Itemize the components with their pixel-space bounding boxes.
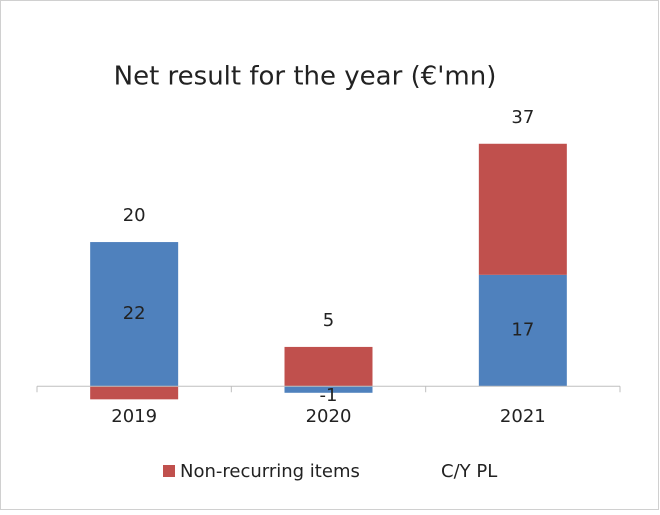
bar-segment — [90, 386, 179, 400]
x-tick-label: 2021 — [500, 406, 546, 427]
data-label: 17 — [511, 320, 534, 341]
bar-segment — [478, 274, 567, 387]
bar-segment — [90, 242, 179, 387]
chart-title: Net result for the year (€'mn) — [114, 62, 497, 92]
total-label: 20 — [123, 205, 146, 226]
data-label: -1 — [320, 385, 338, 406]
x-tick-label: 2019 — [111, 406, 157, 427]
legend-label: C/Y PL — [441, 461, 497, 482]
legend-swatch — [163, 465, 175, 477]
x-tick-label: 2020 — [306, 406, 352, 427]
bar-segment — [284, 346, 373, 387]
bar-segment — [478, 143, 567, 275]
bar-segment — [284, 386, 373, 393]
data-label: 22 — [123, 303, 146, 324]
total-label: 5 — [323, 310, 334, 331]
total-label: 37 — [511, 107, 534, 128]
legend-label: Non-recurring items — [180, 461, 360, 482]
